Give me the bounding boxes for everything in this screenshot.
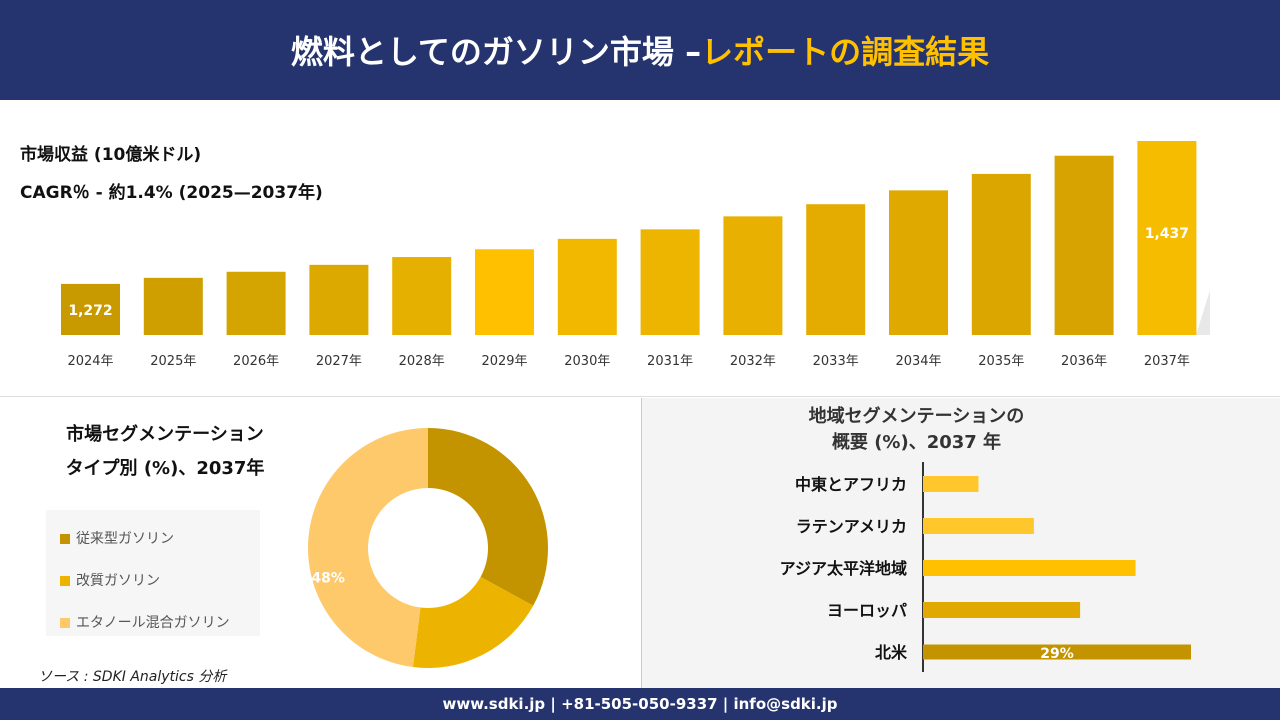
category-label: 中東とアフリカ [795,475,907,494]
type-donut-chart: 48% [307,428,548,668]
source-note: ソース : SDKI Analytics 分析 [38,669,227,685]
cagr-label: CAGR％ - 約1.4% (2025—2037年) [20,183,323,203]
legend-swatch [60,618,70,628]
bar [923,560,1136,576]
x-tick-label: 2030年 [564,354,610,369]
legend-swatch [60,576,70,586]
x-tick-label: 2031年 [647,354,693,369]
bar [1054,155,1114,335]
legend-swatch [60,534,70,544]
revenue-bar-chart: 2024年 1,272 2025年 2026年 2027年 2028年 2029年 2030年… [60,141,1210,369]
x-tick-label: 2029年 [481,354,527,369]
x-tick-label: 2027年 [316,354,362,369]
bar [889,190,948,335]
region-segment-title: 地域セグメンテーションの 概要 (%)、2037 年 [642,404,1280,456]
bar [557,238,617,335]
title-line: 地域セグメンテーションの [808,406,1025,427]
x-tick-label: 2035年 [978,354,1024,369]
footer-contact: www.sdki.jp | +81-505-050-9337 | info@sd… [0,688,1280,720]
data-label: 29% [1040,646,1074,662]
bar [923,476,979,492]
revenue-label: 市場収益 (10億米ドル) [20,145,202,165]
x-tick-label: 2025年 [150,354,196,369]
donut-slice [428,428,548,606]
bar [309,264,369,335]
x-tick-label: 2024年 [67,354,113,369]
bar [143,277,203,335]
type-segment-panel: 市場セグメンテーション タイプ別 (%)、2037年 従来型ガソリン 改質ガソリンエ… [0,398,640,688]
type-segment-title: 市場セグメンテーション タイプ別 (%)、2037年 [40,418,290,486]
bar [923,644,1191,660]
bar [971,173,1031,335]
legend-label: エタノール混合ガソリン [76,615,230,631]
divider [0,396,1280,397]
bar [392,257,452,335]
bar [61,283,120,335]
type-legend: 従来型ガソリン 改質ガソリンエタノール混合ガソリン [46,510,260,636]
bar [723,216,783,335]
page-header: 燃料としてのガソリン市場 – レポートの調査結果 [0,0,1280,100]
bar [475,249,534,335]
legend-item: エタノール混合ガソリン [60,602,246,644]
donut-slice [307,428,428,668]
x-tick-label: 2034年 [895,354,941,369]
x-tick-label: 2026年 [233,354,279,369]
region-segment-panel: 中東とアフリカ ラテンアメリカアジア太平洋地域ヨーロッパ北米 29% 地域セグメンテ… [641,398,1280,688]
x-tick-label: 2033年 [813,354,859,369]
category-label: ヨーロッパ [827,601,907,620]
bar [923,602,1081,618]
bar [1137,141,1197,335]
category-label: ラテンアメリカ [796,517,907,536]
x-tick-label: 2032年 [730,354,776,369]
bar [640,229,700,335]
legend-item: 従来型ガソリン [60,518,246,560]
x-tick-label: 2028年 [399,354,445,369]
bar [226,271,286,335]
title-line: タイプ別 (%)、2037年 [65,458,265,479]
data-label: 48% [311,570,345,586]
x-tick-label: 2037年 [1144,354,1190,369]
title-line: 市場セグメンテーション [66,424,264,445]
data-label: 1,272 [68,303,112,319]
category-label: 北米 [875,643,908,662]
legend-label: 従来型ガソリン [76,531,174,547]
title-main: 燃料としてのガソリン市場 – [290,33,702,71]
bar [806,204,866,335]
x-tick-label: 2036年 [1061,354,1107,369]
title-accent: レポートの調査結果 [701,33,990,71]
legend-label: 改質ガソリン [76,573,160,589]
legend-item: 改質ガソリン [60,560,246,602]
donut-slice [412,576,534,668]
category-label: アジア太平洋地域 [780,559,907,578]
title-line: 概要 (%)、2037 年 [831,432,1002,453]
data-label: 1,437 [1145,226,1189,242]
bar [923,518,1034,534]
